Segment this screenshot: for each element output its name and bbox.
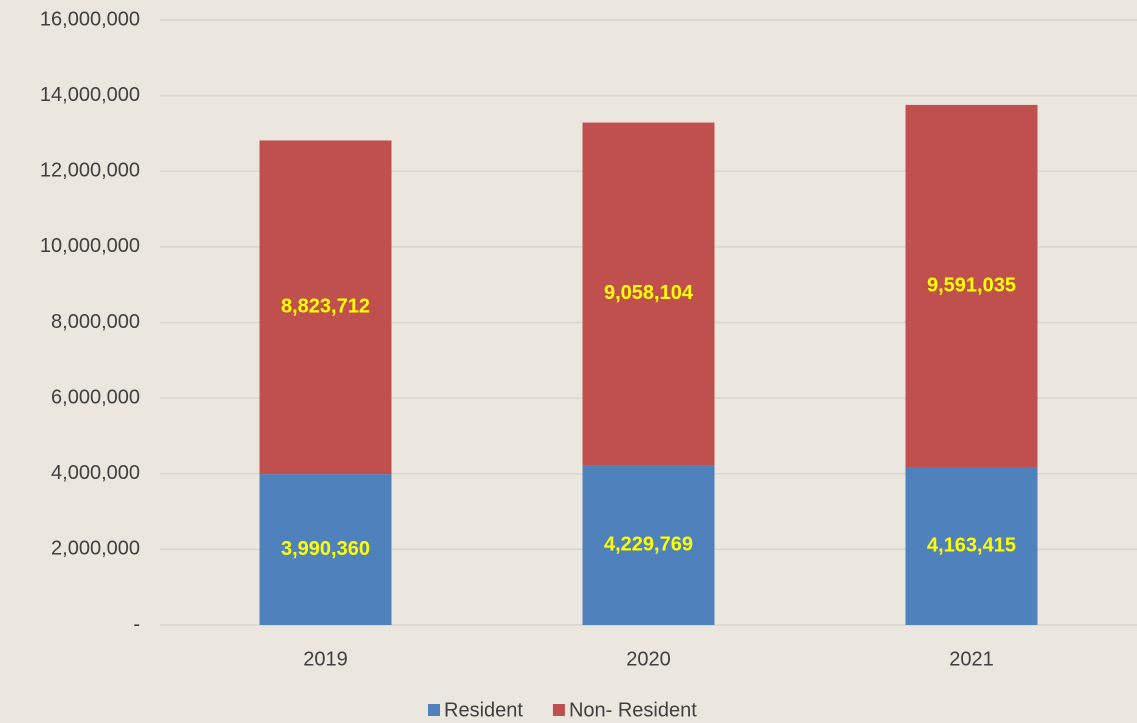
bar-segment [905,104,1038,468]
y-tick-label: 6,000,000 [51,386,140,408]
y-tick-label: 12,000,000 [40,160,140,182]
y-tick-label: 10,000,000 [40,235,140,257]
legend-label: Non- Resident [569,699,697,721]
legend-swatch [428,704,440,716]
data-label: 9,058,104 [604,282,694,304]
bar-segment [582,122,715,466]
y-tick-label: - [133,613,140,635]
legend-label: Resident [444,699,523,721]
bar-segment [582,465,715,625]
y-tick-label: 8,000,000 [51,311,140,333]
bar-segment [259,474,392,625]
data-label: 4,163,415 [927,535,1016,557]
data-label: 9,591,035 [927,275,1016,297]
y-tick-label: 14,000,000 [40,84,140,106]
bar-segment [259,140,392,475]
data-label: 8,823,712 [281,296,370,318]
data-label: 3,990,360 [281,538,370,560]
y-tick-label: 4,000,000 [51,462,140,484]
legend-swatch [552,704,565,716]
y-tick-label: 16,000,000 [40,8,140,30]
bar-segment [905,467,1038,625]
y-tick-label: 2,000,000 [51,538,140,560]
data-label: 4,229,769 [604,533,693,555]
x-tick-label: 2021 [949,648,994,670]
x-tick-label: 2020 [626,648,671,670]
x-tick-label: 2019 [303,648,348,670]
